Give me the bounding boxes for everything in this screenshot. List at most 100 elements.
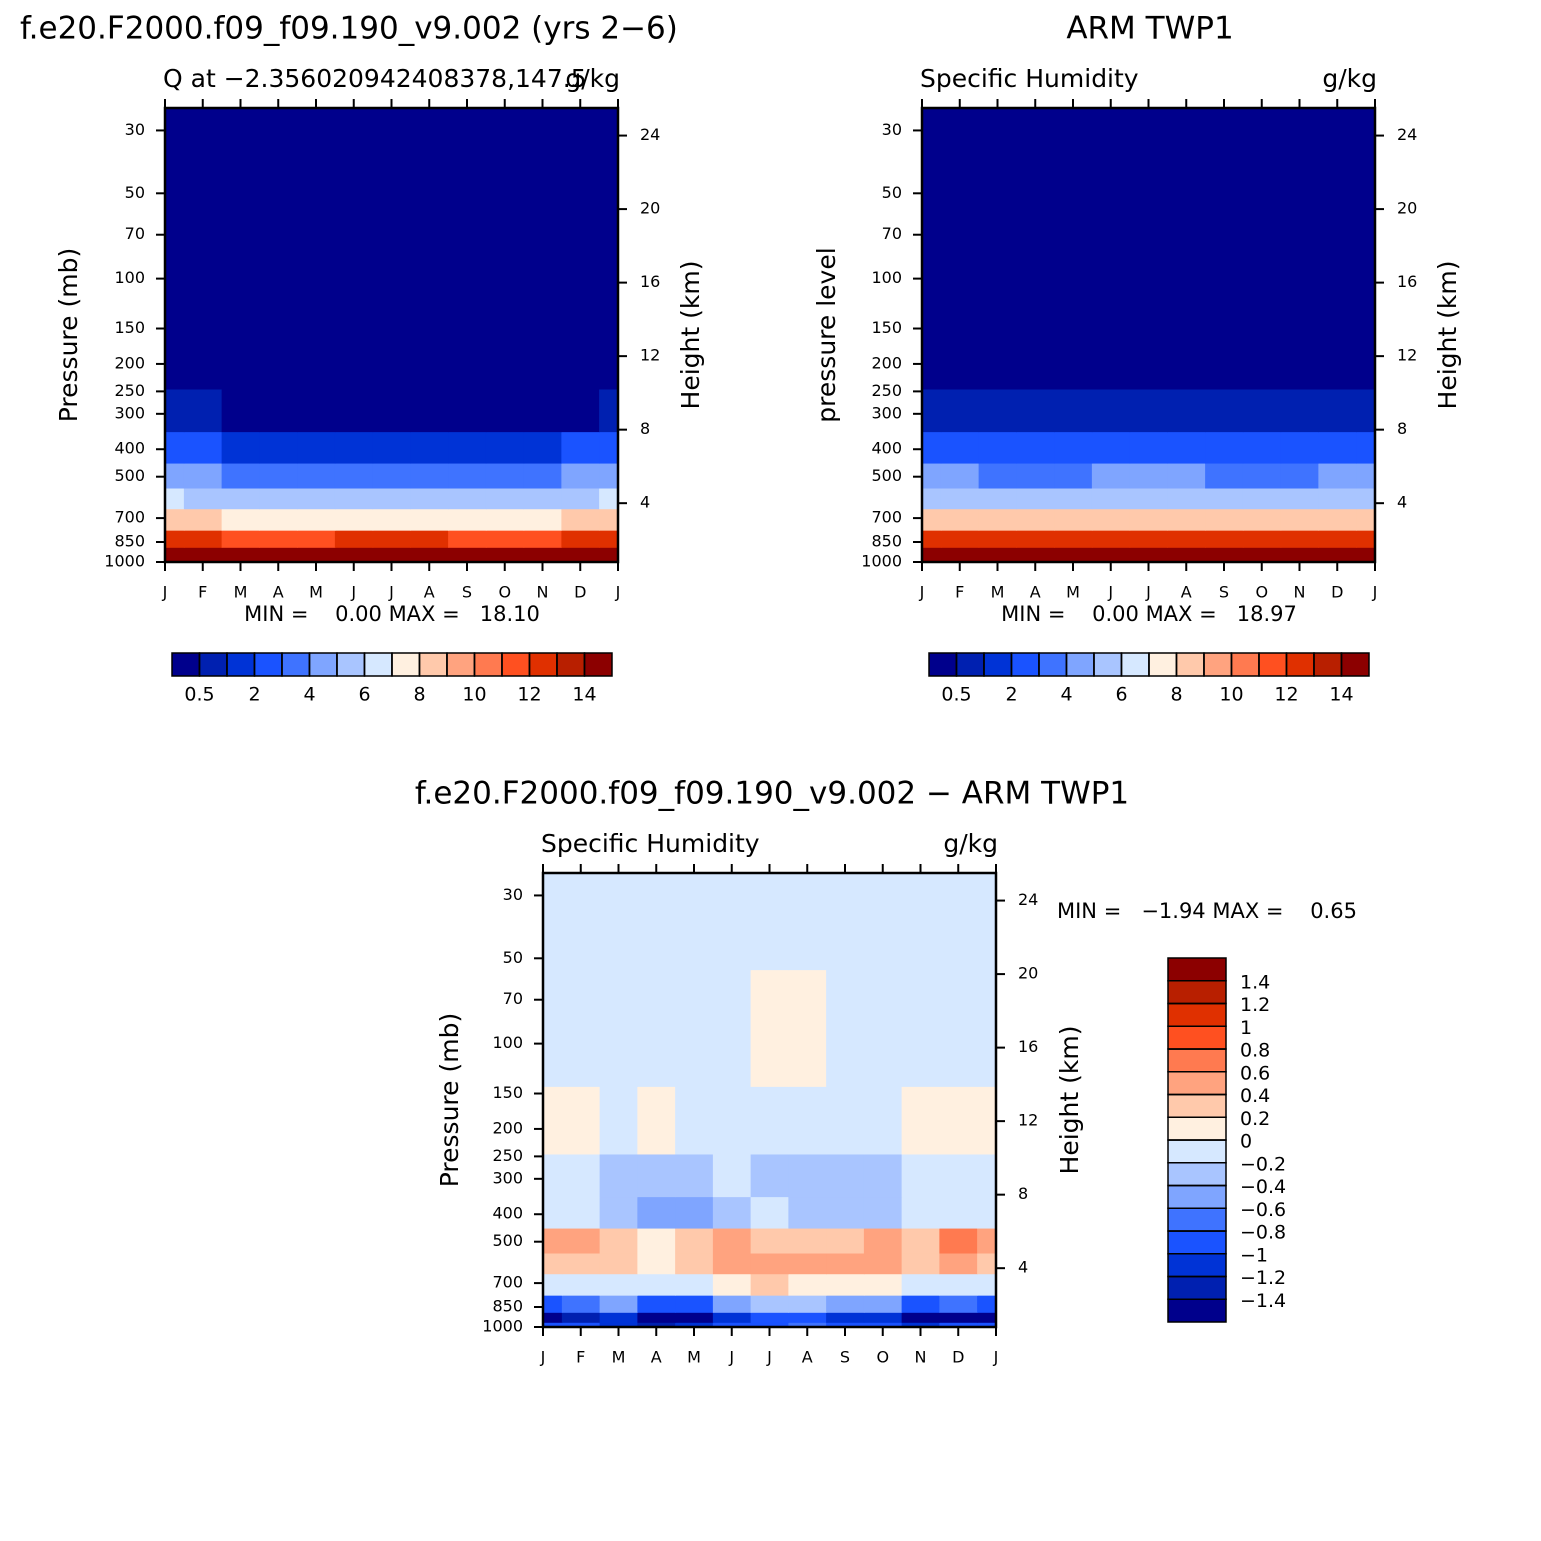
y2-tick-label: 24: [1397, 125, 1417, 144]
contour-cell: [334, 431, 374, 464]
contour-cell: [523, 108, 562, 206]
contour-cell: [1356, 547, 1375, 558]
contour-cell: [561, 431, 600, 464]
contour-cell: [922, 431, 942, 464]
contour-cell: [788, 1196, 827, 1229]
contour-cell: [410, 557, 449, 562]
contour-cell: [788, 969, 827, 1087]
contour-cell: [165, 204, 185, 322]
contour-cell: [561, 1252, 601, 1275]
y-axis-label: Pressure (mb): [435, 1013, 464, 1187]
colorbar-box: [1093, 652, 1123, 677]
colorbar-box: [1167, 1093, 1227, 1118]
y-tick-label: 1000: [482, 1317, 523, 1336]
contour-cell: [1054, 462, 1093, 489]
contour-cell: [675, 1312, 714, 1323]
contour-cell: [675, 1322, 714, 1327]
colorbar-box: [528, 652, 558, 677]
contour-cell: [1242, 431, 1282, 464]
contour-cell: [922, 204, 942, 322]
contour-cell: [977, 1322, 996, 1327]
y2-tick-label: 4: [1397, 493, 1407, 512]
colorbar-label: 10: [1219, 684, 1243, 706]
colorbar-box: [583, 652, 613, 677]
colorbar-box: [226, 652, 256, 677]
colorbar-box: [1167, 1230, 1227, 1255]
colorbar-box: [1167, 1025, 1227, 1050]
contour-cell: [259, 388, 298, 433]
y-tick-label: 1000: [861, 552, 902, 571]
contour-cell: [1356, 487, 1375, 510]
contour-cell: [297, 108, 336, 206]
contour-cell: [978, 547, 1017, 558]
contour-cell: [1280, 462, 1319, 489]
contour-cell: [297, 321, 336, 390]
contour-cell: [410, 487, 449, 510]
colorbar-label: 4: [1060, 684, 1072, 706]
contour-cell: [221, 204, 260, 322]
contour-cell: [1205, 321, 1244, 390]
y-tick-label: 200: [871, 353, 902, 372]
x-tick-label: A: [1181, 583, 1192, 602]
contour-cell: [1205, 487, 1244, 510]
contour-cell: [901, 1252, 940, 1275]
field: [922, 108, 1375, 562]
y-tick-label: 700: [114, 508, 145, 527]
x-tick-label: A: [424, 583, 435, 602]
contour-cell: [561, 321, 600, 390]
contour-cell: [978, 431, 1017, 464]
contour-cell: [1356, 321, 1375, 390]
x-tick-label: J: [1145, 583, 1151, 602]
contour-cell: [561, 530, 600, 548]
contour-cell: [1167, 530, 1206, 548]
contour-cell: [183, 204, 223, 322]
contour-cell: [297, 547, 336, 558]
contour-cell: [977, 1196, 996, 1229]
contour-cell: [448, 204, 487, 322]
y-tick-label: 850: [492, 1296, 523, 1315]
colorbar-box: [1167, 1002, 1227, 1027]
colorbar-box: [1167, 980, 1227, 1005]
contour-cell: [183, 508, 223, 531]
contour-cell: [1242, 388, 1282, 433]
contour-cell: [410, 321, 449, 390]
contour-cell: [1167, 108, 1206, 206]
x-tick-label: S: [462, 583, 472, 602]
contour-cell: [1129, 321, 1168, 390]
colorbar-label: 0: [1240, 1131, 1252, 1153]
contour-cell: [259, 487, 298, 510]
colorbar-label: 1: [1240, 1017, 1252, 1039]
colorbar-box: [1038, 652, 1068, 677]
contour-cell: [1356, 557, 1375, 562]
colorbar-label: 0.5: [941, 684, 971, 706]
contour-cell: [712, 1273, 752, 1296]
contour-cell: [410, 204, 449, 322]
colorbar-box: [1065, 652, 1095, 677]
contour-cell: [863, 1273, 903, 1296]
contour-cell: [788, 1295, 827, 1313]
contour-cell: [221, 462, 260, 489]
contour-cell: [675, 873, 714, 971]
contour-cell: [410, 530, 449, 548]
x-tick-label: J: [1107, 583, 1113, 602]
contour-cell: [165, 547, 185, 558]
contour-cell: [1356, 508, 1375, 531]
colorbar-label: 12: [517, 684, 541, 706]
contour-cell: [543, 1196, 563, 1229]
contour-cell: [1356, 108, 1375, 206]
contour-cell: [940, 530, 980, 548]
contour-cell: [863, 1153, 903, 1198]
contour-cell: [1205, 388, 1244, 433]
contour-cell: [1167, 431, 1206, 464]
contour-cell: [165, 108, 185, 206]
contour-cell: [1016, 431, 1055, 464]
contour-cell: [1205, 547, 1244, 558]
contour-cell: [1318, 508, 1357, 531]
contour-cell: [1280, 321, 1319, 390]
contour-cell: [1356, 204, 1375, 322]
contour-cell: [1318, 431, 1357, 464]
contour-cell: [561, 1086, 601, 1155]
colorbar-label: 2: [248, 684, 260, 706]
contour-cell: [922, 108, 942, 206]
contour-cell: [1356, 388, 1375, 433]
